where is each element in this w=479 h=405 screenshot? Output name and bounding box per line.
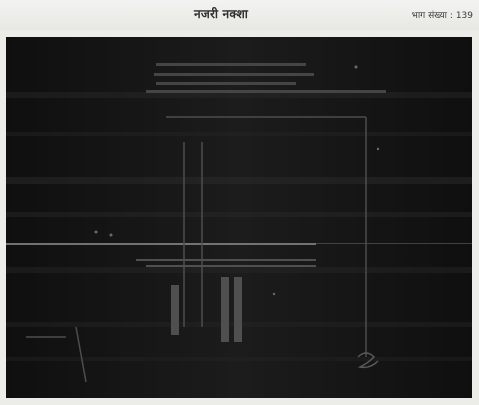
scan-line bbox=[6, 243, 316, 245]
page-title: नजरी नक्शा bbox=[194, 7, 249, 21]
scan-drawing bbox=[6, 37, 472, 398]
page-number-value: 139 bbox=[455, 11, 473, 21]
page-number: भाग संख्या : 139 bbox=[412, 8, 473, 21]
header-strip bbox=[0, 0, 479, 30]
page-number-label: भाग संख्या bbox=[411, 11, 448, 21]
page-number-sep: : bbox=[449, 11, 453, 21]
map-outline bbox=[26, 116, 367, 383]
scanned-map-image bbox=[6, 37, 472, 398]
signature-mark bbox=[357, 352, 379, 369]
